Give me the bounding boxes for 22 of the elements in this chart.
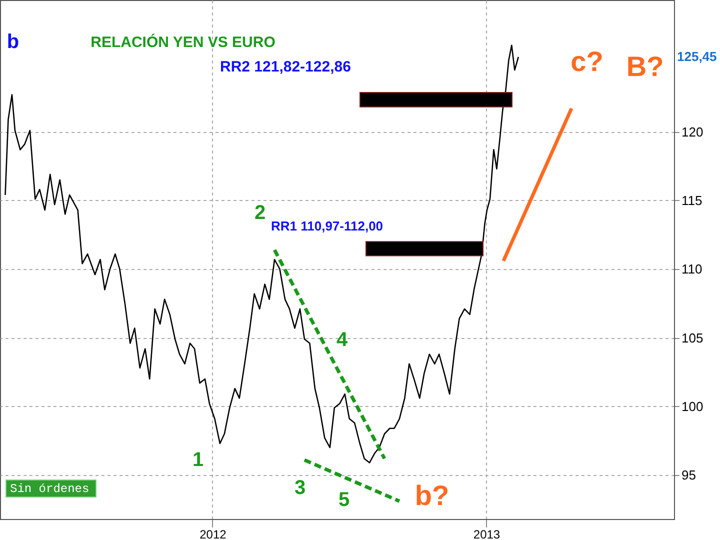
band-label: RR2 121,82-122,86 <box>220 58 351 76</box>
annotation: B? <box>626 51 664 82</box>
annotation: 5 <box>338 489 350 511</box>
annotation: 3 <box>294 477 306 499</box>
y-tick-label: 110 <box>682 262 702 277</box>
text: RELACIÓN YEN VS EURO <box>90 33 276 51</box>
y-tick-label: 95 <box>682 468 696 483</box>
text: 125,45 <box>677 49 717 64</box>
x-tick-label: 2013 <box>473 528 500 540</box>
annotation: 2 <box>254 202 266 224</box>
y-tick-label: 120 <box>682 124 704 140</box>
band-label: RR1 110,97-112,00 <box>271 218 384 234</box>
annotation: 4 <box>336 329 348 351</box>
annotation: Sin órdenes <box>10 482 90 496</box>
annotation: b <box>6 31 20 53</box>
x-tick-label: 2012 <box>200 528 227 540</box>
annotation: b? <box>414 480 450 511</box>
annotation: c? <box>570 46 604 77</box>
y-tick-label: 100 <box>682 398 704 414</box>
y-tick-label: 115 <box>682 192 702 208</box>
annotation: 1 <box>192 449 204 471</box>
y-tick-label: 105 <box>682 330 704 346</box>
